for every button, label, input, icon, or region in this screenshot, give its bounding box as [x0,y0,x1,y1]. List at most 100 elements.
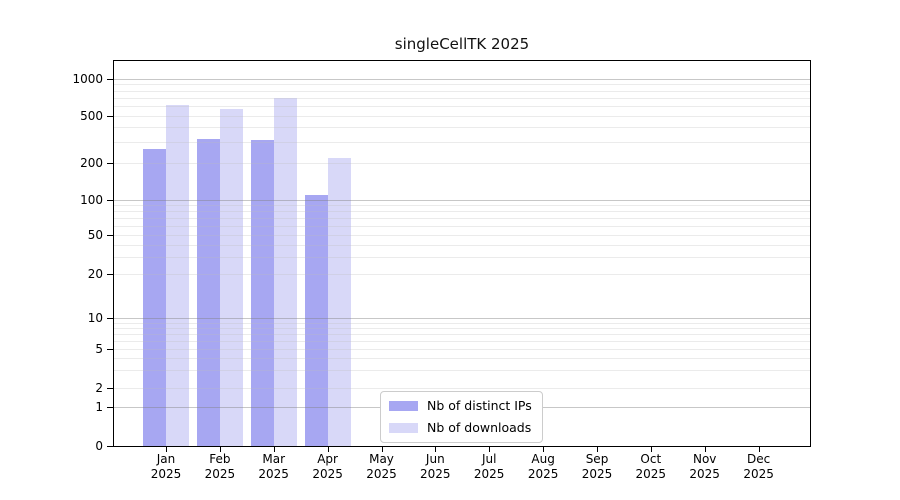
gridline-minor-4 [114,358,810,360]
x-tick-label-jan: Jan 2025 [136,452,196,482]
x-tick-mark-sep [597,446,598,452]
month-label: Feb [209,452,231,466]
x-tick-mark-jul [489,446,491,452]
x-tick-label-jun: Jun 2025 [405,452,465,482]
month-label: Oct [640,452,662,466]
gridline-minor-500 [114,115,810,117]
gridline-minor-80 [114,211,810,213]
month-label: May [369,452,394,466]
gridline-minor-5 [114,348,810,350]
x-tick-label-mar: Mar 2025 [244,452,304,482]
y-tick-label-500: 500 [80,108,103,123]
y-tick-label-100: 100 [80,193,103,207]
gridline-major-10 [114,318,810,320]
y-tick-mark-5 [107,348,113,350]
y-tick-label-1: 1 [95,400,103,415]
y-tick-mark-1000 [107,78,113,80]
y-tick-label-2: 2 [95,380,103,395]
year-label: 2025 [204,467,236,481]
gridline-minor-800 [114,90,810,92]
year-label: 2025 [581,467,613,481]
gridline-minor-20 [114,274,810,275]
month-label: Jul [481,452,497,466]
bar-nb-of-distinct-ips-jan [143,148,166,446]
year-label: 2025 [527,467,559,481]
gridline-minor-9 [114,322,810,324]
y-tick-mark-2 [107,387,113,389]
x-tick-mark-jun [435,446,437,452]
year-label: 2025 [258,467,289,481]
gridline-minor-3 [114,370,810,372]
legend-label-nb-of-distinct-ips: Nb of distinct IPs [427,398,532,413]
y-tick-mark-0 [107,446,113,447]
x-tick-mark-mar [273,446,275,452]
gridline-minor-900 [114,84,810,86]
gridline-minor-200 [114,163,810,165]
year-label: 2025 [420,467,451,481]
x-tick-mark-dec [758,446,760,452]
gridline-minor-8 [114,328,810,329]
chart-title: singleCellTK 2025 [394,35,530,53]
year-label: 2025 [312,467,343,481]
gridline-minor-40 [114,244,810,246]
y-tick-mark-500 [107,115,113,117]
bar-nb-of-downloads-mar [273,97,297,446]
x-tick-label-nov: Nov 2025 [675,452,735,482]
legend-label-nb-of-downloads: Nb of downloads [427,420,532,435]
y-tick-label-5: 5 [95,341,103,356]
bar-nb-of-distinct-ips-apr [304,194,328,446]
gridline-minor-600 [114,105,810,107]
month-label: Aug [531,452,555,466]
y-tick-mark-200 [107,163,113,165]
legend-item-nb-of-distinct-ips: Nb of distinct IPs [389,398,532,414]
month-label: Dec [746,452,771,466]
x-tick-label-aug: Aug 2025 [513,452,573,482]
x-tick-label-may: May 2025 [352,452,412,482]
month-label: Sep [585,452,609,466]
gridline-minor-90 [114,205,810,207]
year-label: 2025 [366,467,397,481]
x-tick-label-feb: Feb 2025 [190,452,250,482]
bar-nb-of-downloads-feb [219,109,243,446]
month-label: Mar [262,452,285,466]
gridline-major-1000 [114,78,810,80]
gridline-minor-2 [114,387,810,389]
year-label: 2025 [473,467,505,481]
month-label: Apr [317,452,338,466]
x-tick-mark-aug [543,446,545,452]
bar-nb-of-downloads-jan [166,105,189,446]
plot-area: Nb of distinct IPs Nb of downloads [113,60,811,447]
gridline-minor-50 [114,235,810,236]
y-tick-mark-10 [107,318,113,320]
gridline-minor-70 [114,218,810,219]
year-label: 2025 [635,467,667,481]
x-tick-mark-oct [650,446,652,452]
y-tick-mark-1 [107,407,113,409]
y-tick-mark-100 [107,200,113,201]
y-tick-label-1000: 1000 [72,71,103,86]
y-tick-mark-50 [107,235,113,236]
bar-nb-of-distinct-ips-mar [250,139,274,446]
x-tick-mark-apr [327,446,329,452]
bar-nb-of-distinct-ips-feb [196,139,220,446]
y-tick-label-200: 200 [80,156,103,171]
x-tick-label-jul: Jul 2025 [459,452,519,482]
x-tick-label-sep: Sep 2025 [567,452,627,482]
gridline-minor-60 [114,225,810,227]
y-tick-label-50: 50 [87,228,103,242]
y-tick-label-20: 20 [87,267,103,281]
gridline-minor-300 [114,142,810,144]
x-tick-label-dec: Dec 2025 [729,452,789,482]
y-tick-label-0: 0 [95,439,103,453]
month-label: Nov [692,452,717,466]
gridline-major-100 [114,200,810,201]
month-label: Jan [156,452,176,466]
legend-item-nb-of-downloads: Nb of downloads [389,420,532,436]
x-tick-mark-feb [219,446,221,452]
gridline-minor-30 [114,256,810,258]
month-label: Jun [425,452,445,466]
y-tick-label-10: 10 [87,311,103,326]
legend: Nb of distinct IPs Nb of downloads [380,391,543,443]
bar-nb-of-downloads-apr [327,158,351,446]
